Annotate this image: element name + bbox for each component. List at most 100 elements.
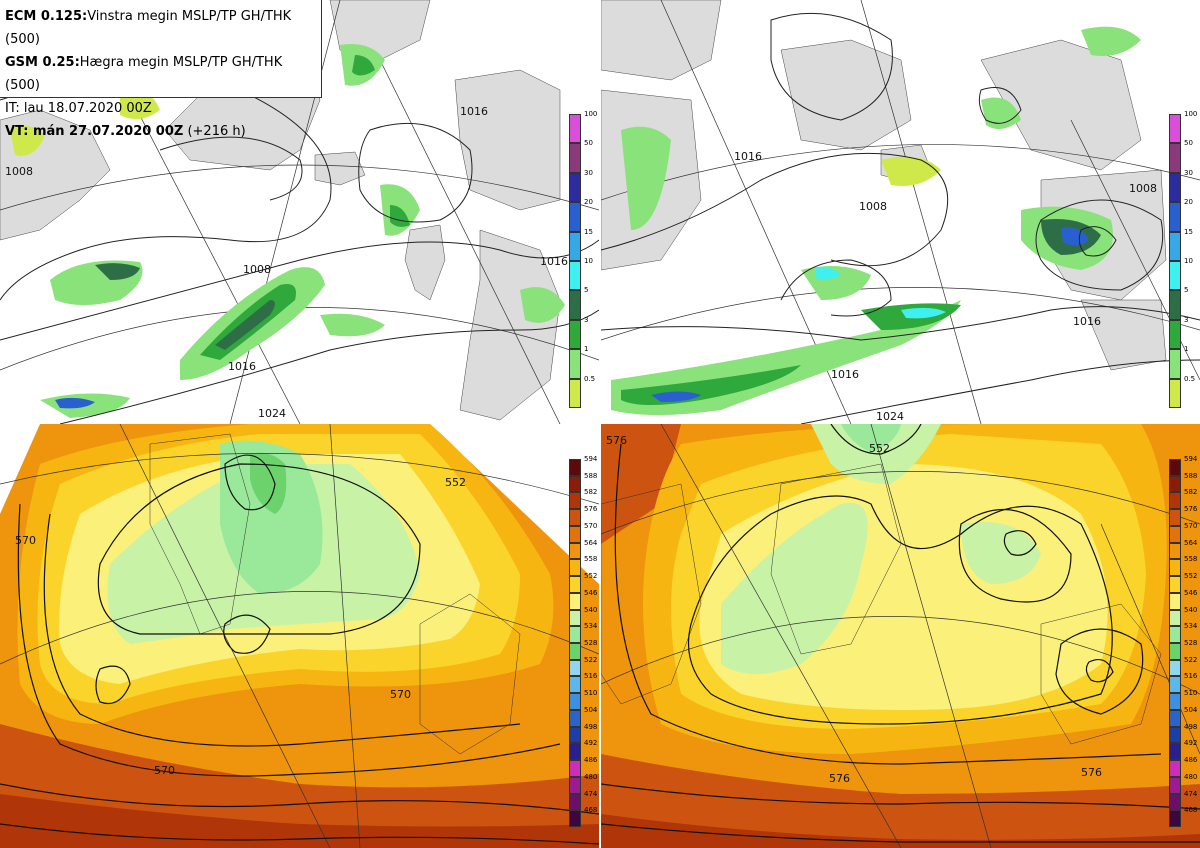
colorbar-label: 492: [584, 739, 598, 748]
colorbar-label: 0.5: [1184, 374, 1196, 383]
forecast-hour: (+216 h): [183, 124, 246, 139]
info-box: ECM 0.125:Vinstra megin MSLP/TP GH/THK (…: [0, 0, 322, 139]
thickness-colorbar-right: 594 588 582 576 570 564 558 552 546 540 534 528 522 5…: [1169, 455, 1198, 827]
colorbar-swatch: [1169, 793, 1181, 811]
thickness-colorbar-left: 594 588 582 576 570 564 558 552 546 540 534 528 522 5…: [569, 455, 598, 827]
colorbar-swatch: [1169, 509, 1181, 526]
colorbar-swatch: [569, 525, 581, 543]
colorbar-label: 50: [1184, 139, 1193, 148]
colorbar-swatch: [569, 643, 581, 660]
colorbar-label: 552: [1184, 572, 1198, 581]
info-line-1: ECM 0.125:Vinstra megin MSLP/TP GH/THK (…: [5, 5, 321, 51]
colorbar-swatch: [1169, 659, 1181, 677]
colorbar-label: 552: [584, 572, 598, 581]
isobar-label: 1008: [5, 165, 33, 178]
colorbar-swatch: [569, 172, 581, 203]
colorbar-swatch: [1169, 319, 1181, 350]
colorbar-swatch: [1169, 475, 1181, 493]
colorbar-swatch: [1169, 676, 1181, 694]
colorbar-label: 522: [1184, 655, 1198, 664]
colorbar-swatch: [569, 319, 581, 350]
colorbar-swatch: [569, 676, 581, 694]
colorbar-swatch: [1169, 378, 1181, 408]
colorbar-swatch: [569, 143, 581, 173]
panel-divider: [599, 0, 601, 848]
colorbar-swatch: [1169, 172, 1181, 203]
colorbar-label: 30: [1184, 168, 1193, 177]
isobar-label: 1016: [228, 360, 256, 373]
colorbar-label: 582: [1184, 488, 1198, 497]
colorbar-label: 528: [1184, 639, 1198, 647]
isobar-label: 1024: [258, 407, 286, 420]
colorbar-swatch: [1169, 626, 1181, 643]
colorbar-label: 594: [1184, 455, 1198, 463]
colorbar-swatch: [569, 378, 581, 408]
map-ecm-thickness-svg: 570 570 570 552: [0, 424, 599, 848]
colorbar-label: 498: [584, 722, 598, 731]
gh-contour-label: 576: [1081, 766, 1102, 779]
map-gsm-mslp-svg: 1016 1008 1016 1016 1008 1024: [601, 0, 1200, 424]
colorbar-label: 486: [584, 756, 598, 765]
colorbar-swatch: [1169, 542, 1181, 560]
colorbar-swatch: [1169, 525, 1181, 543]
colorbar-label: 474: [1184, 789, 1198, 798]
colorbar-swatch: [1169, 459, 1181, 476]
valid-time: VT: mán 27.07.2020 00Z: [5, 124, 184, 139]
isobar-label: 1016: [1073, 315, 1101, 328]
colorbar-swatch: [569, 542, 581, 560]
colorbar-swatch: [569, 810, 581, 827]
isobar-label: 1024: [876, 410, 904, 423]
colorbar-label: 534: [1184, 622, 1198, 631]
isobar-label: 1016: [540, 255, 568, 268]
colorbar-label: 576: [584, 505, 598, 514]
colorbar-swatch: [569, 202, 581, 232]
map-gsm-mslp: 1016 1008 1016 1016 1008 1024: [601, 0, 1200, 424]
colorbar-label: 588: [1184, 471, 1198, 480]
colorbar-swatch: [1169, 231, 1181, 261]
colorbar-swatch: [1169, 143, 1181, 173]
colorbar-label: 15: [1184, 227, 1193, 236]
colorbar-label: 5: [584, 286, 589, 295]
model-2-label: GSM 0.25:: [5, 55, 80, 70]
gh-contour-label: 552: [445, 476, 466, 489]
map-gsm-thickness: 576 576 576 552: [601, 424, 1200, 848]
colorbar-label: 5: [1184, 286, 1189, 295]
colorbar-swatch: [1169, 261, 1181, 291]
colorbar-swatch: [1169, 760, 1181, 777]
colorbar-swatch: [1169, 592, 1181, 610]
colorbar-swatch: [569, 609, 581, 627]
colorbar-label: 588: [584, 471, 598, 480]
colorbar-label: 504: [584, 705, 598, 714]
colorbar-label: 522: [584, 655, 598, 664]
colorbar-label: 20: [584, 198, 593, 207]
colorbar-label: 10: [584, 257, 593, 265]
colorbar-swatch: [569, 709, 581, 727]
map-gsm-thickness-svg: 576 576 576 552: [601, 424, 1200, 848]
colorbar-swatch: [569, 626, 581, 643]
colorbar-label: 0.5: [584, 374, 596, 383]
colorbar-label: 3: [1184, 315, 1189, 324]
colorbar-swatch: [569, 290, 581, 320]
isobar-label: 1008: [243, 263, 271, 276]
colorbar-swatch: [1169, 709, 1181, 727]
colorbar-swatch: [1169, 290, 1181, 320]
colorbar-swatch: [1169, 743, 1181, 761]
colorbar-swatch: [569, 726, 581, 744]
gh-contour-label: 570: [390, 688, 411, 701]
colorbar-swatch: [1169, 693, 1181, 710]
map-ecm-thickness: 570 570 570 552: [0, 424, 599, 848]
colorbar-swatch: [569, 576, 581, 593]
colorbar-swatch: [569, 743, 581, 761]
colorbar-swatch: [569, 659, 581, 677]
colorbar-label: 1: [584, 345, 589, 354]
colorbar-swatch: [569, 492, 581, 510]
colorbar-swatch: [569, 760, 581, 777]
colorbar-swatch: [569, 114, 581, 144]
colorbar-swatch: [569, 559, 581, 577]
colorbar-label: 516: [1184, 672, 1198, 681]
colorbar-label: 564: [1184, 538, 1198, 547]
colorbar-swatch: [569, 776, 581, 794]
colorbar-swatch: [1169, 559, 1181, 577]
gh-contour-label: 576: [829, 772, 850, 785]
colorbar-label: 570: [584, 521, 598, 530]
